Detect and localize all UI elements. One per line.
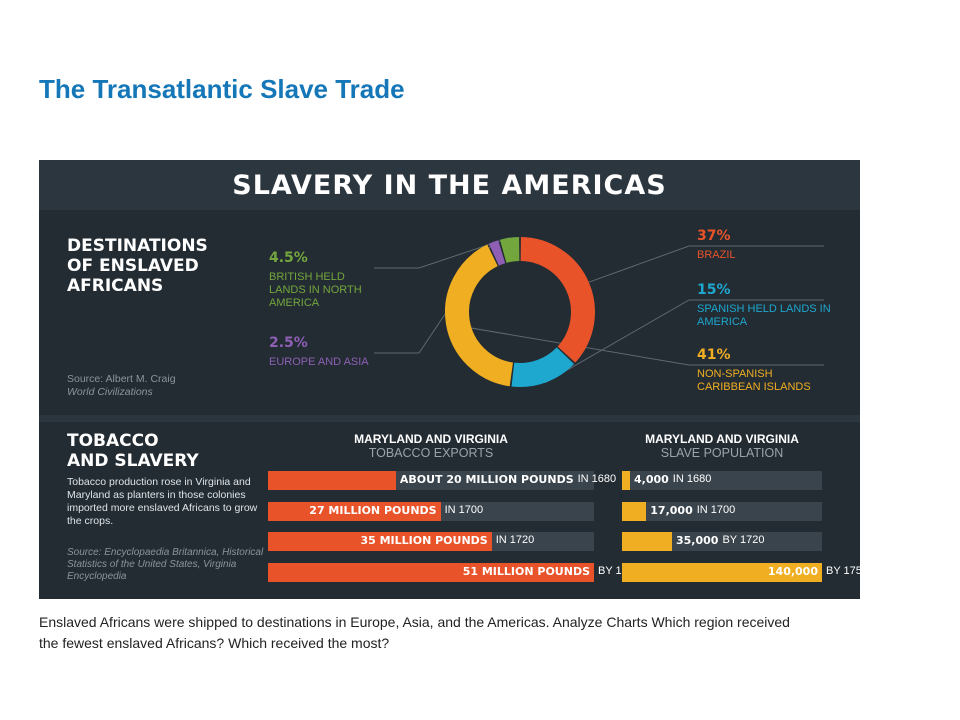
banner-title: SLAVERY IN THE AMERICAS xyxy=(232,170,667,201)
tobacco-bar-value-label: 27 MILLION POUNDS xyxy=(309,504,437,517)
tobacco-chart-header: MARYLAND AND VIRGINIA TOBACCO EXPORTS xyxy=(268,432,594,460)
slice-label-1: SPANISH HELD LANDS IN AMERICA xyxy=(697,303,831,328)
donut-slice-0 xyxy=(520,237,595,363)
slice-label-0: BRAZIL xyxy=(697,249,736,261)
population-bar-value-label: 140,000 xyxy=(767,565,818,578)
source-label: Source: Albert M. Craig xyxy=(67,373,176,385)
slice-label-3: EUROPE AND ASIA xyxy=(269,356,369,368)
slice-percent-4: 4.5% xyxy=(269,250,308,266)
tobacco-bar xyxy=(268,471,396,490)
tobacco-bar-track: 27 MILLION POUNDS IN 1700 xyxy=(268,502,594,521)
population-bar-year-label: BY 1750 xyxy=(826,565,860,577)
tobacco-bar-track: 35 MILLION POUNDS IN 1720 xyxy=(268,532,594,551)
slide-caption: Enslaved Africans were shipped to destin… xyxy=(39,614,790,651)
leader-line-2 xyxy=(445,323,824,366)
tobacco-bar xyxy=(268,502,441,521)
tobacco-description: Tobacco production rose in Virginia and … xyxy=(67,476,258,527)
donut-slice-3 xyxy=(488,240,506,266)
slice-percent-2: 41% xyxy=(697,347,731,363)
population-bar xyxy=(622,502,647,521)
donut-ring xyxy=(445,237,595,387)
tobacco-bar-value-label: 51 MILLION POUNDS xyxy=(462,565,590,578)
population-bar-year-label: IN 1680 xyxy=(672,473,712,485)
section-divider xyxy=(39,415,860,422)
leader-lines xyxy=(374,237,824,383)
tobacco-bar-year-label: IN 1720 xyxy=(495,534,535,546)
donut-slice-1 xyxy=(511,346,575,387)
population-bar-value-label: 35,000 xyxy=(676,534,719,547)
population-chart-header: MARYLAND AND VIRGINIA SLAVE POPULATION xyxy=(622,432,822,460)
tobacco-source: Source: Encyclopaedia Britannica, Histor… xyxy=(67,547,264,582)
slice-percent-0: 37% xyxy=(697,228,731,244)
population-bar-track: 4,000 IN 1680 xyxy=(622,471,822,490)
population-bar-year-label: IN 1700 xyxy=(696,504,736,516)
tobacco-bar-value-label: ABOUT 20 MILLION POUNDS xyxy=(399,473,574,486)
population-bar xyxy=(622,563,822,582)
population-bar-track: 140,000 BY 1750 xyxy=(622,563,860,582)
leader-line-4 xyxy=(374,237,510,269)
slice-label-2: NON-SPANISH CARIBBEAN ISLANDS xyxy=(697,368,811,393)
tobacco-chart-subtitle: TOBACCO EXPORTS xyxy=(368,446,494,460)
population-bar-year-label: BY 1720 xyxy=(722,534,765,546)
leader-line-0 xyxy=(588,245,824,283)
donut-chart xyxy=(374,237,824,387)
tobacco-chart-title: MARYLAND AND VIRGINIA xyxy=(354,432,508,446)
tobacco-bar-year-label: IN 1700 xyxy=(444,504,484,516)
leader-line-1 xyxy=(545,299,824,383)
donut-slice-4 xyxy=(499,237,520,263)
tobacco-heading: TOBACCO AND SLAVERY xyxy=(67,431,199,471)
tobacco-bar xyxy=(268,563,594,582)
slice-label-4: BRITISH HELD LANDS IN NORTH AMERICA xyxy=(269,271,362,309)
tobacco-bar-value-label: 35 MILLION POUNDS xyxy=(360,534,488,547)
infographic-banner: SLAVERY IN THE AMERICAS xyxy=(39,160,860,210)
tobacco-bar-track: ABOUT 20 MILLION POUNDS IN 1680 xyxy=(268,471,616,490)
source-title: World Civilizations xyxy=(67,386,153,398)
destinations-source: Source: Albert M. Craig World Civilizati… xyxy=(67,373,176,399)
slice-percent-1: 15% xyxy=(697,282,731,298)
infographic: SLAVERY IN THE AMERICAS DESTINATIONS OF … xyxy=(39,160,860,599)
slice-percent-3: 2.5% xyxy=(269,335,308,351)
slide-title: The Transatlantic Slave Trade xyxy=(39,74,405,104)
population-bar xyxy=(622,532,672,551)
donut-slice-2 xyxy=(445,244,514,387)
population-chart-subtitle: SLAVE POPULATION xyxy=(660,446,784,460)
tobacco-bar-track: 51 MILLION POUNDS BY 1750 xyxy=(268,563,640,582)
tobacco-bar xyxy=(268,532,492,551)
destinations-heading: DESTINATIONS OF ENSLAVED AFRICANS xyxy=(67,236,208,296)
population-chart-title: MARYLAND AND VIRGINIA xyxy=(645,432,799,446)
population-bar xyxy=(622,471,630,490)
population-bar-track: 17,000 IN 1700 xyxy=(622,502,822,521)
population-bar-value-label: 4,000 xyxy=(634,473,669,486)
tobacco-bar-year-label: IN 1680 xyxy=(577,473,617,485)
population-bar-value-label: 17,000 xyxy=(650,504,693,517)
population-bar-track: 35,000 BY 1720 xyxy=(622,532,822,551)
